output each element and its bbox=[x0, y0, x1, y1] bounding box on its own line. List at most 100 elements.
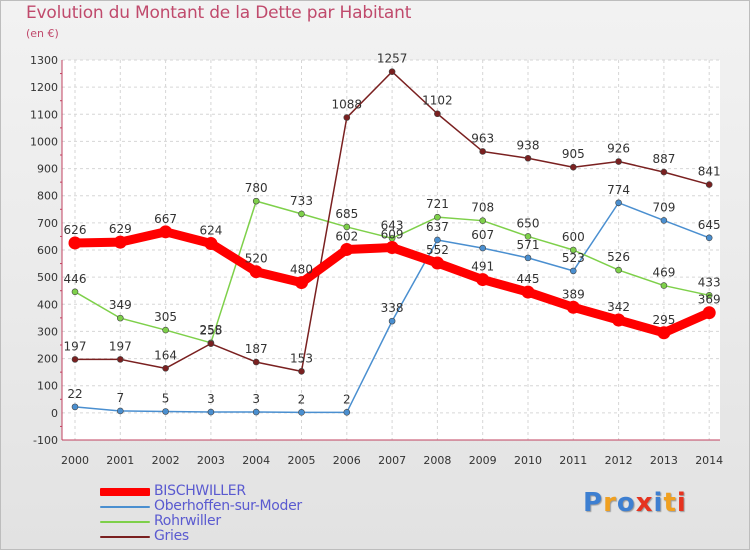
data-label: 2 bbox=[298, 392, 306, 406]
data-point bbox=[159, 225, 173, 239]
legend: BISCHWILLER Oberhoffen-sur-Moder Rohrwille… bbox=[100, 483, 400, 544]
logo-letter: i bbox=[653, 488, 664, 518]
data-label: 841 bbox=[698, 165, 721, 179]
data-label: 197 bbox=[64, 339, 87, 353]
x-tick-label: 2006 bbox=[333, 454, 361, 467]
data-label: 305 bbox=[154, 310, 177, 324]
data-label: 600 bbox=[562, 230, 585, 244]
data-point bbox=[343, 223, 351, 231]
data-point bbox=[162, 408, 169, 415]
data-label: 349 bbox=[109, 298, 132, 312]
data-point bbox=[162, 326, 169, 334]
data-label: 446 bbox=[64, 272, 87, 286]
x-tick-label: 2001 bbox=[106, 454, 134, 467]
y-tick-label: 0 bbox=[51, 407, 58, 420]
data-point bbox=[705, 234, 713, 242]
y-tick-label: 200 bbox=[37, 353, 58, 366]
x-tick-label: 2014 bbox=[695, 454, 723, 467]
y-tick-label: -100 bbox=[33, 434, 58, 447]
data-label: 389 bbox=[562, 287, 585, 301]
data-point bbox=[117, 314, 124, 322]
legend-swatch bbox=[100, 536, 150, 538]
logo-letter: x bbox=[635, 488, 654, 518]
data-label: 624 bbox=[199, 223, 222, 237]
data-label: 153 bbox=[290, 351, 313, 365]
data-point bbox=[207, 408, 215, 416]
logo-letter: i bbox=[676, 488, 687, 518]
data-point bbox=[479, 148, 487, 155]
x-tick-label: 2004 bbox=[242, 454, 270, 467]
data-label: 552 bbox=[426, 243, 449, 257]
data-label: 602 bbox=[335, 229, 358, 243]
data-label: 5 bbox=[162, 392, 170, 406]
x-tick-label: 2008 bbox=[423, 454, 451, 467]
data-label: 526 bbox=[607, 250, 630, 264]
data-point bbox=[117, 407, 124, 415]
data-point bbox=[388, 317, 396, 325]
data-label: 3 bbox=[252, 392, 260, 406]
logo-letter: t bbox=[663, 488, 677, 518]
y-tick-label: 900 bbox=[37, 163, 58, 176]
data-point bbox=[612, 313, 626, 327]
data-point bbox=[343, 409, 351, 416]
x-tick-label: 2002 bbox=[152, 454, 180, 467]
data-point bbox=[569, 267, 577, 275]
data-point bbox=[343, 114, 351, 121]
data-point bbox=[660, 282, 668, 289]
data-label: 938 bbox=[517, 138, 540, 152]
data-label: 637 bbox=[426, 220, 449, 234]
data-label: 667 bbox=[154, 212, 177, 226]
data-label: 445 bbox=[517, 272, 540, 286]
data-point bbox=[71, 403, 79, 411]
data-label: 22 bbox=[67, 387, 82, 401]
data-point bbox=[524, 254, 532, 262]
data-point bbox=[298, 368, 305, 375]
data-point bbox=[569, 246, 577, 254]
data-label: 295 bbox=[652, 313, 675, 327]
data-label: 520 bbox=[245, 252, 268, 266]
data-label: 709 bbox=[652, 200, 675, 214]
data-label: 629 bbox=[109, 222, 132, 236]
y-tick-label: 600 bbox=[37, 244, 58, 257]
data-label: 609 bbox=[381, 228, 404, 242]
x-tick-label: 2013 bbox=[650, 454, 678, 467]
data-label: 187 bbox=[245, 342, 268, 356]
data-point bbox=[252, 197, 260, 205]
logo-letter: o bbox=[616, 488, 636, 518]
data-label: 905 bbox=[562, 147, 585, 161]
data-point bbox=[660, 168, 668, 176]
data-label: 491 bbox=[471, 260, 494, 274]
x-tick-label: 2003 bbox=[197, 454, 225, 467]
legend-item: Gries bbox=[100, 528, 400, 544]
chart-subtitle: (en €) bbox=[26, 27, 59, 40]
data-label: 685 bbox=[335, 207, 358, 221]
data-label: 963 bbox=[471, 131, 494, 145]
data-label: 2 bbox=[343, 392, 351, 406]
x-tick-label: 2000 bbox=[61, 454, 89, 467]
y-tick-label: 500 bbox=[37, 271, 58, 284]
data-point bbox=[204, 236, 218, 250]
legend-item: Rohrwiller bbox=[100, 513, 400, 529]
x-tick-label: 2007 bbox=[378, 454, 406, 467]
data-point bbox=[615, 158, 622, 165]
data-point bbox=[524, 154, 532, 162]
data-label: 369 bbox=[698, 293, 721, 307]
data-point bbox=[340, 242, 354, 256]
legend-label: Gries bbox=[154, 528, 189, 544]
data-point bbox=[476, 273, 490, 287]
data-point bbox=[385, 241, 399, 255]
y-tick-label: 300 bbox=[37, 325, 58, 338]
legend-item: BISCHWILLER bbox=[100, 483, 400, 499]
data-point bbox=[113, 235, 127, 249]
data-label: 645 bbox=[698, 218, 721, 232]
data-point bbox=[434, 236, 441, 244]
data-label: 1257 bbox=[377, 52, 408, 66]
data-label: 469 bbox=[652, 266, 675, 280]
data-point bbox=[252, 358, 260, 366]
data-label: 887 bbox=[652, 152, 675, 166]
legend-label: Rohrwiller bbox=[154, 513, 221, 529]
data-point bbox=[569, 163, 577, 171]
data-point bbox=[705, 181, 713, 188]
x-tick-label: 2012 bbox=[605, 454, 633, 467]
